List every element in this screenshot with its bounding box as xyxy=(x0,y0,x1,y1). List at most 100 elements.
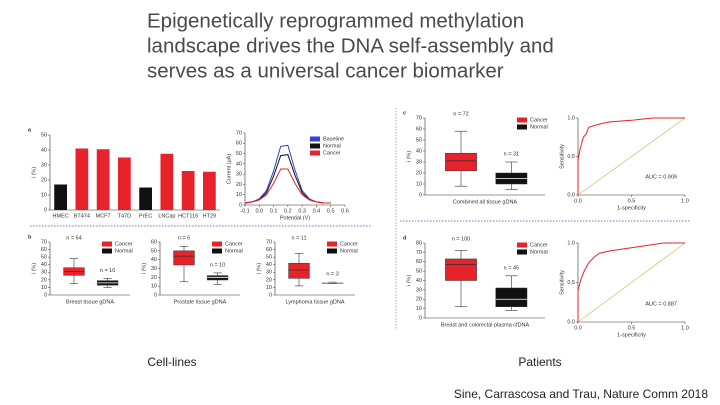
y-tick-label: 30 xyxy=(236,172,242,178)
y-tick-label: 0 xyxy=(44,207,47,213)
x-axis-label: Breast tissue gDNA xyxy=(66,299,114,305)
box xyxy=(445,152,477,172)
y-tick-label: 0.0 xyxy=(567,192,575,198)
x-tick-label: HT29 xyxy=(203,213,216,219)
plot-area xyxy=(50,242,130,295)
y-tick-label: 50 xyxy=(416,137,422,143)
legend-label: Normal xyxy=(115,248,133,254)
y-tick-label: 30 xyxy=(416,159,422,165)
y-tick-label: 60 xyxy=(416,259,422,265)
legend-swatch xyxy=(517,124,527,130)
line xyxy=(244,168,331,204)
x-axis-label: Potential (V) xyxy=(280,215,310,221)
x-tick-label: LNCap xyxy=(158,213,175,219)
legend-swatch xyxy=(517,249,527,255)
n-label: n = 45 xyxy=(504,265,519,271)
x-tick-label: HMEC xyxy=(53,213,69,219)
y-tick-label: 30 xyxy=(41,162,47,168)
x-axis-label: Prostate tissue gDNA xyxy=(174,299,227,305)
y-tick-label: 70 xyxy=(416,250,422,256)
legend-swatch xyxy=(212,248,222,254)
y-tick-label: 50 xyxy=(151,248,157,254)
y-tick-label: 0 xyxy=(154,292,157,298)
bar xyxy=(139,187,152,210)
roc-curve xyxy=(577,117,685,195)
x-tick-label: MCF7 xyxy=(96,213,111,219)
y-axis-label: i (%) xyxy=(31,167,37,178)
legend-label: Normal xyxy=(323,143,341,149)
n-label: n = 64 xyxy=(66,235,81,241)
legend-swatch xyxy=(327,248,337,254)
y-tick-label: 20 xyxy=(416,297,422,303)
y-tick-label: 0.5 xyxy=(567,154,575,160)
y-axis-label: Sensitivity xyxy=(559,144,565,169)
legend-swatch xyxy=(517,242,527,248)
y-tick-label: 1.0 xyxy=(567,115,575,121)
y-tick-label: 80 xyxy=(416,240,422,246)
x-axis-label: Lymphoma tissue gDNA xyxy=(285,299,344,305)
y-tick-label: 50 xyxy=(236,151,242,157)
y-tick-label: 0 xyxy=(419,192,422,198)
x-tick-label: BT474 xyxy=(74,213,90,219)
y-tick-label: 0 xyxy=(44,292,47,298)
panel-letter: c xyxy=(403,110,406,116)
y-tick-label: 60 xyxy=(236,141,242,147)
box xyxy=(173,250,195,266)
x-tick-label: 0.3 xyxy=(298,208,306,214)
y-tick-label: 20 xyxy=(416,170,422,176)
n-label: n = 6 xyxy=(178,235,190,241)
y-tick-label: 40 xyxy=(416,148,422,154)
n-label: n = 10 xyxy=(210,262,225,268)
y-tick-label: 50 xyxy=(416,269,422,275)
legend-label: Baseline xyxy=(323,136,344,142)
y-tick-label: 70 xyxy=(266,239,272,245)
x-tick-label: 0.0 xyxy=(574,198,582,204)
y-tick-label: 40 xyxy=(151,257,157,263)
y-tick-label: 0 xyxy=(419,315,422,321)
plot-area xyxy=(160,242,240,295)
x-tick-label: 0.6 xyxy=(341,208,349,214)
y-tick-label: 10 xyxy=(266,285,272,291)
x-tick-label: -0.1 xyxy=(240,208,249,214)
y-tick-label: 30 xyxy=(41,270,47,276)
legend-label: Cancer xyxy=(323,150,341,156)
y-axis-label: i (%) xyxy=(31,263,37,274)
x-axis-label: 1-specificity xyxy=(617,205,646,211)
y-tick-label: 0.5 xyxy=(567,280,575,286)
y-axis-label: i (%) xyxy=(406,275,412,286)
y-tick-label: 10 xyxy=(41,192,47,198)
n-label: n = 3 xyxy=(326,272,338,278)
y-tick-label: 60 xyxy=(266,247,272,253)
legend-swatch xyxy=(310,143,320,149)
y-tick-label: 60 xyxy=(151,239,157,245)
y-tick-label: 70 xyxy=(236,130,242,136)
legend-label: Normal xyxy=(340,248,358,254)
reference-line xyxy=(577,117,686,196)
legend-label: Normal xyxy=(530,249,548,255)
x-tick-label: 0.2 xyxy=(284,208,292,214)
n-label: n = 31 xyxy=(504,151,519,157)
y-tick-label: 0 xyxy=(239,202,242,208)
box xyxy=(288,262,310,279)
y-axis-label: i (%) xyxy=(141,263,147,274)
y-tick-label: 50 xyxy=(41,132,47,138)
x-tick-label: PrEC xyxy=(139,213,152,219)
y-tick-label: 20 xyxy=(41,277,47,283)
y-tick-label: 10 xyxy=(416,306,422,312)
bar xyxy=(203,171,216,210)
panel-letter: a xyxy=(28,127,32,133)
y-tick-label: 20 xyxy=(41,177,47,183)
x-tick-label: 0.5 xyxy=(628,198,636,204)
n-label: n = 100 xyxy=(452,236,471,242)
y-tick-label: 40 xyxy=(416,278,422,284)
y-tick-label: 1.0 xyxy=(567,240,575,246)
legend-swatch xyxy=(310,136,320,142)
box xyxy=(206,275,229,281)
y-tick-label: 20 xyxy=(236,182,242,188)
annotation: AUC = 0.887 xyxy=(645,301,677,307)
legend-swatch xyxy=(327,241,337,247)
x-axis-label: Breast and colorectal plasma cfDNA xyxy=(441,322,530,328)
x-tick-label: 0.0 xyxy=(574,325,582,331)
legend-label: Cancer xyxy=(530,117,548,123)
title-line: Epigenetically reprogrammed methylation xyxy=(147,9,524,32)
